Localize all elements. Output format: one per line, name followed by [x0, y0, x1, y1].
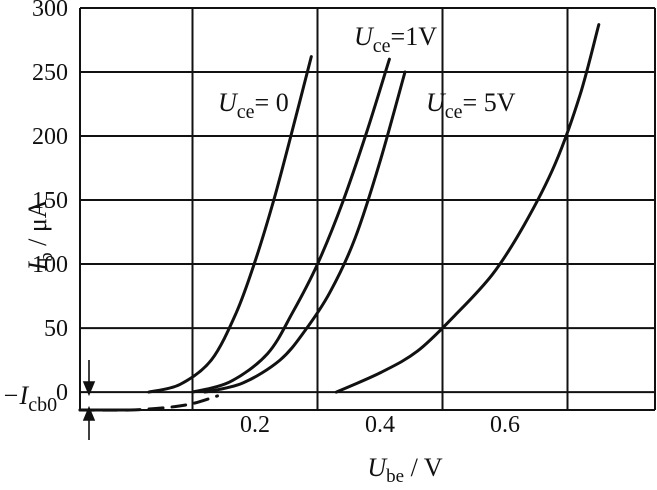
reverse-current-dashed-line — [78, 394, 219, 412]
curves — [78, 23, 601, 412]
label-uce-0: Uce= 0 — [218, 88, 289, 123]
y-tick-label: 200 — [32, 124, 68, 150]
series-line-1 — [147, 55, 313, 394]
label-uce-1v: Uce=1V — [354, 22, 437, 57]
x-tick-label: 0.2 — [240, 412, 270, 438]
y-tick-label: 50 — [44, 316, 68, 342]
label-uce-5v: Uce= 5V — [426, 88, 516, 123]
y-tick-label: 150 — [32, 188, 68, 214]
y-tick-label: 250 — [32, 60, 68, 86]
x-tick-label: 0.6 — [490, 412, 520, 438]
series-line-4 — [334, 23, 601, 394]
series-line-3 — [203, 70, 407, 394]
icb0-marker — [82, 360, 96, 440]
grid — [79, 7, 656, 411]
series-line-2 — [191, 57, 391, 394]
tick-labels: 0 50 100 150 200 250 300 0.2 0.4 0.6 — [32, 0, 520, 438]
x-axis-label: Ube / V — [367, 453, 442, 487]
y-tick-label: 100 — [32, 252, 68, 278]
x-tick-label: 0.4 — [365, 412, 395, 438]
y-axis-label: Ib / μA — [23, 199, 57, 271]
y-tick-label: 300 — [32, 0, 68, 22]
y-tick-label: 0 — [56, 380, 68, 406]
icb0-label: −Icb0 — [2, 381, 57, 416]
